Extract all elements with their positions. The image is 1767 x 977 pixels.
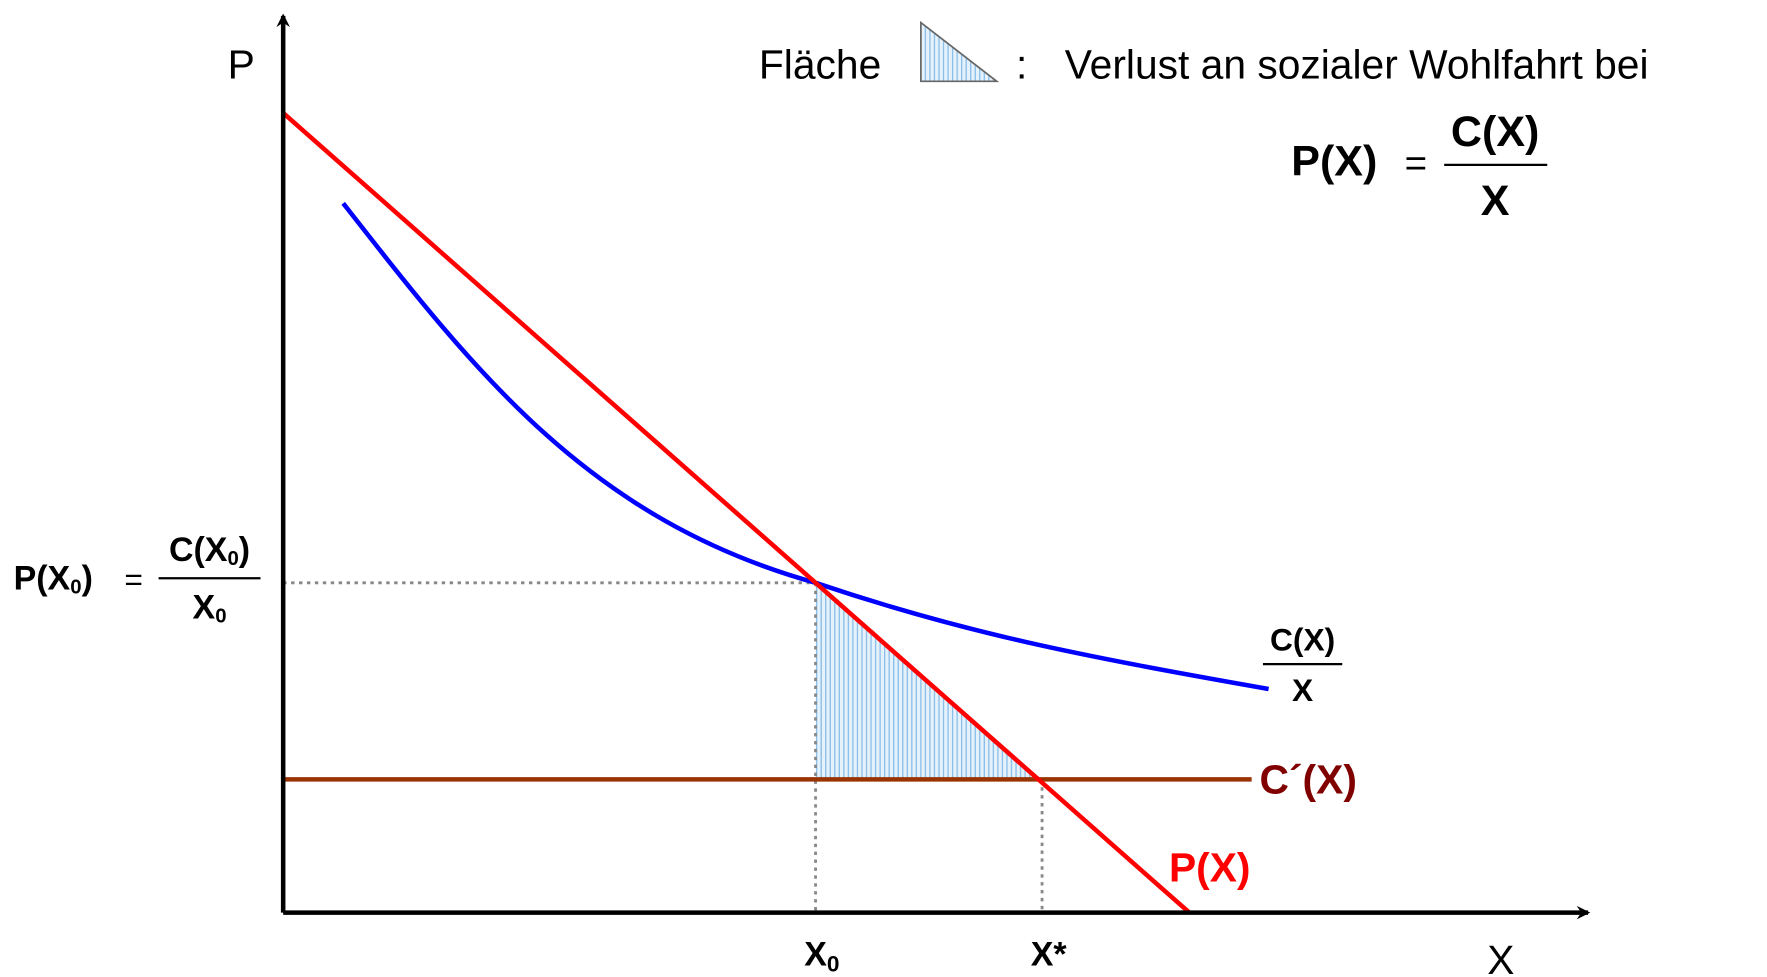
legend-prefix: Fläche	[759, 41, 881, 87]
marginal-cost-label: C´(X)	[1260, 756, 1357, 802]
average-cost-numerator: C(X)	[1270, 621, 1335, 657]
den-main: X	[193, 589, 216, 627]
formula-eq: =	[1405, 142, 1427, 185]
formula-lhs: P(X)	[1291, 138, 1377, 186]
y-marker-eq: =	[124, 561, 143, 597]
legend-colon: :	[1016, 41, 1027, 87]
average-cost-denominator: X	[1292, 672, 1313, 708]
average-cost-curve	[341, 201, 1270, 692]
demand-label: P(X)	[1169, 844, 1251, 890]
y-axis-label: P	[228, 41, 255, 87]
y-marker-denominator: X0	[193, 589, 227, 628]
formula-numerator: C(X)	[1451, 108, 1539, 156]
legend-text: Verlust an sozialer Wohlfahrt bei	[1065, 41, 1649, 87]
num-main: C(X	[169, 531, 228, 569]
y-marker-lhs: P(X0)	[14, 559, 93, 598]
lhs-main: P(X	[14, 559, 71, 597]
y-marker-numerator: C(X0)	[169, 531, 250, 570]
num-subscript: 0	[227, 548, 238, 570]
formula-denominator: X	[1481, 177, 1510, 225]
den-subscript: 0	[215, 606, 226, 628]
x0-subscript: 0	[827, 951, 840, 976]
xstar-label: X*	[1031, 935, 1068, 973]
lhs-subscript: 0	[70, 576, 81, 598]
x-axis-label: X	[1487, 937, 1514, 977]
demand-line	[281, 111, 1191, 915]
num-close: )	[239, 531, 250, 569]
legend-icon	[920, 20, 1000, 83]
x0-symbol: X	[804, 935, 827, 973]
lhs-close: )	[82, 559, 93, 597]
x0-label: X0	[804, 935, 839, 975]
